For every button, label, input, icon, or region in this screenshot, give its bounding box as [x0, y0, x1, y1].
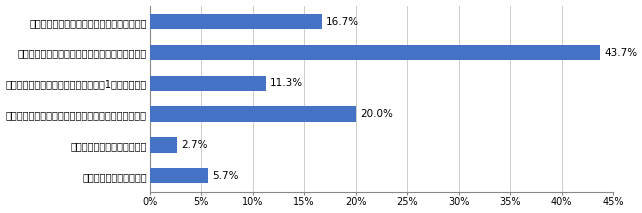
Bar [150, 76, 266, 91]
Text: 43.7%: 43.7% [604, 47, 637, 58]
Bar [150, 106, 356, 122]
Text: 2.7%: 2.7% [182, 140, 208, 150]
Text: 16.7%: 16.7% [325, 17, 359, 27]
Bar [150, 14, 322, 29]
Text: 20.0%: 20.0% [360, 109, 393, 119]
Bar [150, 168, 208, 183]
Bar [150, 45, 600, 60]
Text: 11.3%: 11.3% [270, 78, 303, 88]
Text: 5.7%: 5.7% [213, 171, 239, 181]
Bar [150, 137, 177, 153]
